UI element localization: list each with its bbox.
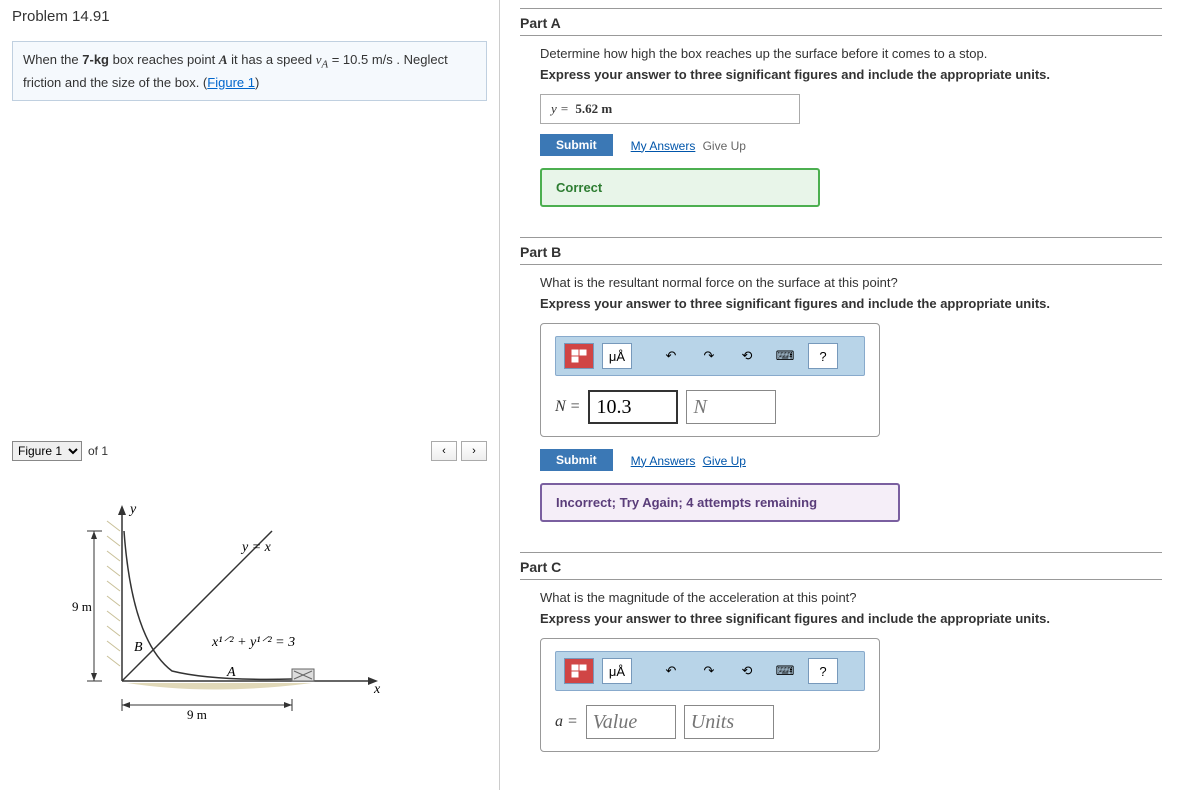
part-b-toolbar: μÅ ↶ ↷ ⟲ ⌨ ?: [555, 336, 865, 376]
part-c-title: Part C: [520, 552, 1162, 580]
part-a-title: Part A: [520, 8, 1162, 36]
part-a-question: Determine how high the box reaches up th…: [520, 46, 1162, 61]
figure-diagram: y x y = x x¹⸍² + y¹⸍² = 3 B A: [12, 471, 472, 751]
svg-text:B: B: [134, 640, 143, 655]
help-button[interactable]: ?: [808, 343, 838, 369]
figure-prev-button[interactable]: ‹: [431, 441, 457, 461]
problem-title: Problem 14.91: [12, 8, 487, 25]
part-b-value-input[interactable]: [588, 390, 678, 424]
part-c-value-input[interactable]: [586, 705, 676, 739]
part-b-instruction: Express your answer to three significant…: [520, 296, 1162, 311]
part-b-submit-button[interactable]: Submit: [540, 449, 613, 471]
part-b-var-label: N =: [555, 398, 580, 416]
part-c: Part C What is the magnitude of the acce…: [520, 552, 1162, 752]
redo-icon[interactable]: ↷: [694, 658, 724, 684]
part-a-myanswers-link[interactable]: My Answers: [631, 139, 696, 153]
svg-text:x¹⸍² + y¹⸍² = 3: x¹⸍² + y¹⸍² = 3: [211, 635, 295, 650]
part-a-giveup-link[interactable]: Give Up: [703, 139, 746, 153]
left-column: Problem 14.91 When the 7-kg box reaches …: [0, 0, 500, 790]
part-a-feedback: Correct: [540, 168, 820, 207]
part-c-input-box: μÅ ↶ ↷ ⟲ ⌨ ? a =: [540, 638, 880, 752]
figure-next-button[interactable]: ›: [461, 441, 487, 461]
templates-icon[interactable]: [564, 658, 594, 684]
part-c-units-input[interactable]: [684, 705, 774, 739]
svg-text:9 m: 9 m: [187, 707, 207, 722]
figure-select[interactable]: Figure 1: [12, 441, 82, 461]
part-a-submit-button[interactable]: Submit: [540, 134, 613, 156]
figure-count: of 1: [86, 444, 110, 458]
part-b-input-box: μÅ ↶ ↷ ⟲ ⌨ ? N =: [540, 323, 880, 437]
reset-icon[interactable]: ⟲: [732, 658, 762, 684]
part-b-myanswers-link[interactable]: My Answers: [631, 454, 696, 468]
part-b-question: What is the resultant normal force on th…: [520, 275, 1162, 290]
reset-icon[interactable]: ⟲: [732, 343, 762, 369]
symbols-button[interactable]: μÅ: [602, 343, 632, 369]
svg-text:y: y: [128, 502, 137, 517]
svg-text:y = x: y = x: [240, 540, 272, 555]
svg-text:A: A: [226, 665, 236, 680]
part-b-title: Part B: [520, 237, 1162, 265]
part-a-answer-display: y = 5.62 m: [540, 94, 800, 124]
part-a: Part A Determine how high the box reache…: [520, 8, 1162, 207]
figure-link[interactable]: Figure 1: [207, 75, 255, 90]
part-b: Part B What is the resultant normal forc…: [520, 237, 1162, 522]
keyboard-icon[interactable]: ⌨: [770, 658, 800, 684]
part-b-feedback: Incorrect; Try Again; 4 attempts remaini…: [540, 483, 900, 522]
right-column: Part A Determine how high the box reache…: [500, 0, 1182, 790]
part-b-units-input[interactable]: [686, 390, 776, 424]
part-c-question: What is the magnitude of the acceleratio…: [520, 590, 1162, 605]
part-b-giveup-link[interactable]: Give Up: [703, 454, 746, 468]
redo-icon[interactable]: ↷: [694, 343, 724, 369]
part-a-instruction: Express your answer to three significant…: [520, 67, 1162, 82]
symbols-button[interactable]: μÅ: [602, 658, 632, 684]
part-c-instruction: Express your answer to three significant…: [520, 611, 1162, 626]
help-button[interactable]: ?: [808, 658, 838, 684]
part-c-toolbar: μÅ ↶ ↷ ⟲ ⌨ ?: [555, 651, 865, 691]
undo-icon[interactable]: ↶: [656, 343, 686, 369]
figure-section: Figure 1 of 1 ‹ › y x: [12, 441, 487, 751]
templates-icon[interactable]: [564, 343, 594, 369]
undo-icon[interactable]: ↶: [656, 658, 686, 684]
keyboard-icon[interactable]: ⌨: [770, 343, 800, 369]
part-c-var-label: a =: [555, 713, 578, 731]
svg-text:x: x: [373, 682, 381, 697]
svg-text:9 m: 9 m: [72, 599, 92, 614]
problem-statement: When the 7-kg box reaches point A it has…: [12, 41, 487, 101]
